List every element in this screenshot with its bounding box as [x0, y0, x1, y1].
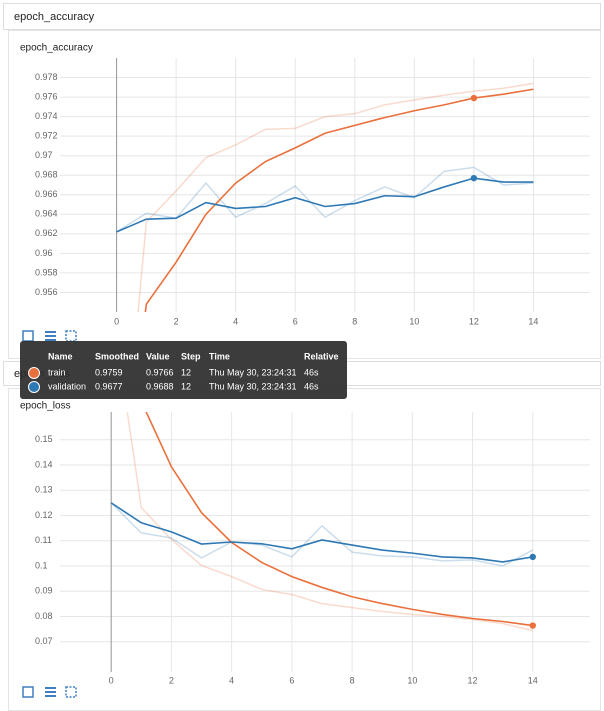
list-icon[interactable] — [45, 331, 56, 341]
tooltip-cell: 0.9677 — [95, 381, 123, 391]
y-tick-label: 0.96 — [35, 248, 53, 258]
y-tick-label: 0.15 — [35, 434, 53, 444]
x-tick-label: 8 — [350, 675, 355, 685]
raw-line — [137, 82, 534, 312]
section-header[interactable] — [3, 3, 601, 30]
tooltip-header: Smoothed — [95, 351, 139, 361]
hover-dot — [529, 622, 536, 629]
tooltip-cell: 46s — [304, 367, 319, 377]
y-tick-label: 0.956 — [35, 287, 58, 297]
x-tick-label: 2 — [169, 675, 174, 685]
raw-line — [110, 502, 534, 567]
tooltip-cell: 12 — [181, 381, 191, 391]
y-tick-label: 0.13 — [35, 485, 53, 495]
tooltip-cell: 0.9688 — [146, 381, 174, 391]
y-tick-label: 0.07 — [35, 636, 53, 646]
y-tick-label: 0.972 — [35, 131, 58, 141]
x-tick-label: 4 — [233, 316, 238, 326]
y-tick-label: 0.12 — [35, 510, 53, 520]
y-tick-label: 0.962 — [35, 228, 58, 238]
raw-line — [116, 166, 534, 233]
x-tick-label: 0 — [114, 316, 119, 326]
y-tick-label: 0.14 — [35, 459, 53, 469]
y-tick-label: 0.978 — [35, 72, 58, 82]
tooltip-cell: Thu May 30, 23:24:31 — [209, 367, 297, 377]
hover-dot — [470, 94, 478, 102]
expand-icon[interactable] — [22, 686, 34, 698]
x-tick-label: 10 — [407, 675, 417, 685]
section-title: epoch_accuracy — [14, 11, 95, 23]
tooltip-header: Time — [209, 351, 230, 361]
tooltip-cell: 0.9766 — [146, 367, 174, 377]
y-tick-label: 0.08 — [35, 611, 53, 621]
smoothed-line — [144, 88, 534, 312]
x-tick-label: 14 — [528, 316, 538, 326]
y-tick-label: 0.09 — [35, 586, 53, 596]
tooltip-cell: Thu May 30, 23:24:31 — [209, 381, 297, 391]
series-swatch — [28, 367, 40, 379]
y-tick-label: 0.968 — [35, 170, 58, 180]
tooltip-header: Relative — [304, 351, 339, 361]
tooltip-cell: validation — [48, 381, 86, 391]
tooltip-header: Value — [146, 351, 170, 361]
tooltip-header: Name — [48, 351, 73, 361]
raw-line — [126, 412, 533, 632]
smoothed-line — [145, 412, 533, 627]
x-tick-label: 12 — [469, 316, 479, 326]
x-tick-label: 14 — [528, 675, 538, 685]
x-tick-label: 6 — [293, 316, 298, 326]
x-tick-label: 2 — [174, 316, 179, 326]
fit-icon[interactable] — [65, 686, 77, 698]
y-tick-label: 0.1 — [35, 560, 48, 570]
x-tick-label: 12 — [468, 675, 478, 685]
y-tick-label: 0.974 — [35, 111, 58, 121]
smoothed-line — [110, 502, 533, 563]
tooltip-cell: train — [48, 367, 66, 377]
x-tick-label: 8 — [352, 316, 357, 326]
tooltip-header: Step — [181, 351, 201, 361]
card — [8, 388, 601, 711]
y-tick-label: 0.966 — [35, 189, 58, 199]
x-tick-label: 6 — [289, 675, 294, 685]
x-tick-label: 4 — [229, 675, 234, 685]
y-tick-label: 0.964 — [35, 209, 58, 219]
tooltip-box — [20, 341, 347, 399]
hover-dot — [529, 553, 536, 561]
tooltip-cell: 12 — [181, 367, 191, 377]
chart-title: epoch_loss — [20, 401, 71, 412]
chart-title: epoch_accuracy — [20, 43, 93, 54]
x-tick-label: 0 — [109, 675, 114, 685]
y-tick-label: 0.958 — [35, 267, 58, 277]
tooltip: Name Smoothed Value Step Time Relative train 0.… — [20, 341, 347, 399]
tooltip-cell: 0.9759 — [95, 367, 123, 377]
tooltip-cell: 46s — [304, 381, 319, 391]
list-icon[interactable] — [45, 687, 56, 697]
plots: 0.956 0.958 0.96 0.962 0.964 0.966 0.968 0.97 0.… — [35, 58, 590, 685]
hover-dot — [470, 174, 478, 182]
smoothed-line — [116, 177, 534, 233]
series-swatch — [28, 381, 40, 393]
y-tick-label: 0.97 — [35, 150, 53, 160]
x-tick-label: 10 — [409, 316, 419, 326]
y-tick-label: 0.976 — [35, 91, 58, 101]
y-tick-label: 0.11 — [35, 535, 52, 545]
